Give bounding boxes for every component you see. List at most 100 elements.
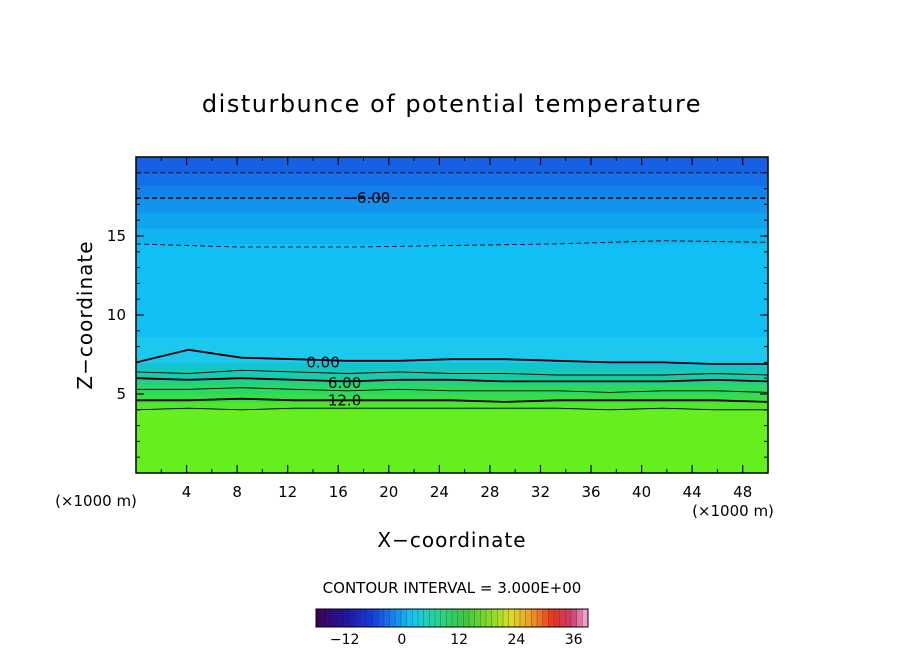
field-band-13	[136, 172, 768, 186]
field-band-8	[136, 243, 768, 338]
colorbar-cell-4	[338, 608, 345, 628]
contour-line-4	[136, 369, 768, 376]
colorbar-cell-0	[315, 608, 323, 628]
x-tick-label-7: 32	[531, 483, 550, 501]
colorbar-cell-19	[423, 608, 430, 628]
colorbar-cell-39	[536, 608, 544, 628]
contour-label-3: 12.0	[328, 391, 361, 409]
colorbar-cell-27	[468, 608, 476, 628]
colorbar-cell-28	[474, 608, 481, 628]
contour-line-3	[136, 348, 768, 365]
colorbar-cell-40	[542, 608, 549, 628]
colorbar-cell-45	[570, 608, 578, 628]
field-band-1	[136, 401, 768, 411]
y-axis: 5 10 15	[107, 172, 768, 458]
colorbar-cell-36	[519, 608, 527, 628]
x-axis: 4 8 12 16 20 24 28 32 36 40 44 48	[160, 157, 752, 501]
colorbar	[315, 608, 589, 628]
x-tick-label-5: 24	[430, 483, 449, 501]
y-tick-label-2: 15	[107, 227, 126, 245]
colorbar-cell-47	[582, 608, 589, 628]
field-band-9	[136, 228, 768, 245]
contour-layer	[136, 172, 768, 411]
colorbar-tick-label-4: 36	[565, 632, 583, 648]
colorbar-cell-16	[406, 608, 413, 628]
colorbar-cell-20	[429, 608, 436, 628]
x-unit-right: (×1000 m)	[692, 502, 774, 520]
colorbar-cell-22	[440, 608, 447, 628]
contour-line-6	[136, 387, 768, 393]
field-band-2	[136, 394, 768, 403]
colorbar-cell-12	[383, 608, 391, 628]
colorbar-cell-17	[412, 608, 419, 628]
colorbar-cell-21	[434, 608, 442, 628]
contour-line-5	[136, 377, 768, 383]
colorbar-cell-15	[400, 608, 408, 628]
contour-line-7	[136, 397, 768, 403]
colorbar-tick-label-1: 0	[397, 632, 406, 648]
contour-line-2	[136, 240, 768, 248]
colorbar-cell-7	[355, 608, 362, 628]
colorbar-cell-31	[491, 608, 498, 628]
x-tick-label-10: 44	[683, 483, 702, 501]
colorbar-cell-9	[366, 608, 374, 628]
field-band-14	[136, 157, 768, 174]
colorbar-cell-13	[389, 608, 396, 628]
y-tick-label-0: 5	[116, 385, 126, 403]
colorbar-tick-label-0: −12	[330, 632, 360, 648]
colorbar-cell-34	[508, 608, 515, 628]
colorbar-cell-43	[559, 608, 566, 628]
x-unit-left: (×1000 m)	[55, 492, 137, 510]
colorbar-cell-37	[525, 608, 532, 628]
x-tick-label-2: 12	[278, 483, 297, 501]
colorbar-cell-30	[485, 608, 493, 628]
chart-title: disturbunce of potential temperature	[202, 90, 702, 118]
colorbar-cell-25	[457, 608, 464, 628]
y-axis-label: Z−coordinate	[73, 240, 97, 389]
x-tick-label-6: 28	[480, 483, 499, 501]
colorbar-cell-38	[531, 608, 538, 628]
x-tick-label-9: 40	[632, 483, 651, 501]
field-band-3	[136, 384, 768, 395]
colorbar-frame	[315, 608, 589, 628]
x-tick-label-11: 48	[733, 483, 752, 501]
colorbar-ticks: −12 0 12 24 36	[330, 632, 583, 648]
colorbar-cell-14	[395, 608, 402, 628]
colorbar-cell-46	[576, 608, 583, 628]
colorbar-cell-2	[327, 608, 334, 628]
colorbar-cell-24	[451, 608, 459, 628]
colorbar-cell-23	[446, 608, 453, 628]
colorbar-cell-35	[514, 608, 521, 628]
field-band-10	[136, 212, 768, 229]
field-layer	[136, 157, 768, 473]
contour-interval-text: CONTOUR INTERVAL = 3.000E+00	[323, 579, 582, 597]
contour-label-0: −6.00	[344, 189, 390, 207]
field-band-0	[136, 409, 768, 473]
colorbar-cell-10	[372, 608, 379, 628]
colorbar-cell-29	[480, 608, 487, 628]
x-axis-label: X−coordinate	[377, 528, 526, 552]
colorbar-tick-label-2: 12	[450, 632, 468, 648]
colorbar-cell-6	[349, 608, 357, 628]
colorbar-cell-18	[417, 608, 425, 628]
colorbar-cell-11	[378, 608, 385, 628]
colorbar-cell-3	[332, 608, 340, 628]
colorbar-cell-26	[463, 608, 470, 628]
colorbar-cell-44	[565, 608, 572, 628]
field-band-6	[136, 362, 768, 370]
contour-label-2: 6.00	[328, 374, 361, 392]
colorbar-cell-5	[344, 608, 351, 628]
field-band-11	[136, 198, 768, 213]
contour-line-8	[136, 407, 768, 411]
colorbar-cell-32	[497, 608, 504, 628]
field-band-12	[136, 185, 768, 199]
colorbar-cell-8	[361, 608, 368, 628]
colorbar-tick-label-3: 24	[508, 632, 526, 648]
colorbar-cell-33	[502, 608, 510, 628]
contour-label-1: 0.00	[306, 353, 339, 371]
colorbar-cell-42	[553, 608, 561, 628]
x-tick-label-8: 36	[581, 483, 600, 501]
x-tick-label-4: 20	[379, 483, 398, 501]
